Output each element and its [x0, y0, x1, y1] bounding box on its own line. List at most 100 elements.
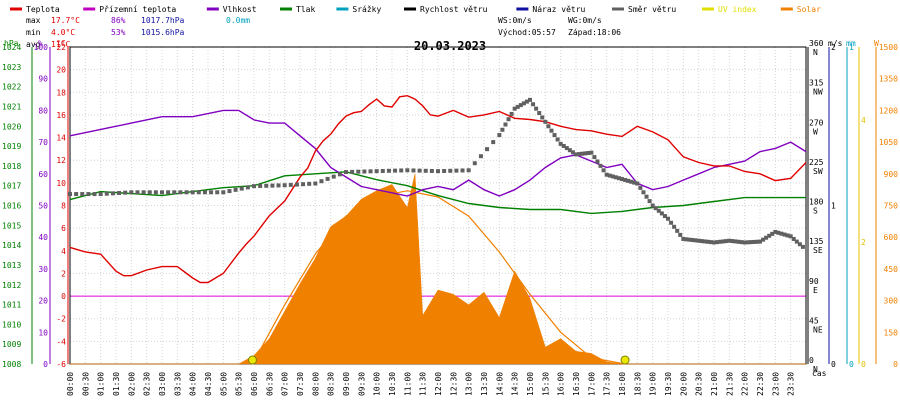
tick-dir-label: SW — [813, 167, 823, 176]
wind-dir-point — [350, 169, 355, 174]
series-solar-theoretical — [251, 190, 626, 365]
wind-dir-point — [491, 140, 496, 145]
tick-time: 11:30 — [419, 372, 428, 396]
chart-date-title: 20.03.2023 — [414, 39, 486, 53]
tick-hpa: 1012 — [2, 281, 21, 290]
tick-dir-label: N — [813, 365, 818, 374]
legend-label-3: Tlak — [296, 5, 315, 14]
wind-dir-point — [202, 190, 207, 195]
tick-hpa: 1016 — [2, 202, 21, 211]
tick-time: 21:30 — [725, 372, 734, 396]
tick-pct: 90 — [38, 75, 48, 84]
wind-dir-point — [331, 174, 336, 179]
wind-dir-point — [546, 124, 551, 129]
wind-dir-point — [307, 181, 312, 186]
wind-dir-point — [761, 237, 766, 242]
tick-uv: 4 — [861, 116, 866, 125]
wind-dir-point — [460, 168, 465, 173]
wind-dir-point — [515, 104, 520, 109]
wind-dir-point — [659, 211, 664, 216]
wind-dir-point — [656, 208, 661, 213]
stats-min-temp: 4.0°C — [51, 28, 75, 37]
wind-dir-point — [135, 190, 140, 195]
wind-dir-point — [543, 119, 548, 124]
tick-dir-label: W — [813, 127, 818, 136]
axis-title-degc: °C — [56, 39, 66, 48]
tick-time: 10:30 — [388, 372, 397, 396]
legend-label-0: Teplota — [26, 5, 60, 14]
wind-dir-point — [503, 122, 508, 127]
wind-dir-point — [282, 183, 287, 188]
axis-title-w: W — [874, 39, 879, 48]
tick-pct: 50 — [38, 202, 48, 211]
tick-time: 07:30 — [296, 372, 305, 396]
wind-dir-point — [629, 179, 634, 184]
legend-label-6: Náraz větru — [532, 5, 585, 14]
tick-time: 19:30 — [664, 372, 673, 396]
series-vlhkost — [69, 109, 807, 197]
wind-dir-point — [344, 170, 348, 175]
tick-time: 11:00 — [403, 372, 412, 396]
wind-dir-point — [68, 192, 72, 197]
tick-hpa: 1023 — [2, 63, 21, 72]
wind-dir-point — [616, 176, 621, 181]
sunrise: Východ:05:57 — [498, 28, 556, 37]
wind-dir-point — [537, 111, 542, 116]
tick-solar: 1500 — [879, 43, 898, 52]
tick-solar: 300 — [884, 297, 899, 306]
wind-dir-point — [653, 206, 658, 211]
axis-title-time: čas — [812, 368, 827, 378]
wind-dir-point — [561, 143, 566, 148]
tick-dir-deg: 45 — [809, 316, 819, 325]
wind-dir-point — [442, 168, 447, 173]
tick-time: 08:00 — [311, 372, 320, 396]
wind-dir-point — [733, 239, 738, 244]
wind-dir-point — [509, 111, 514, 116]
wind-dir-point — [549, 128, 554, 133]
axis-title-mm: mm — [846, 39, 856, 48]
wind-dir-point — [86, 192, 91, 197]
wind-dir-point — [294, 182, 299, 187]
tick-degc: -2 — [56, 315, 66, 324]
wind-dir-point — [129, 190, 134, 195]
wind-dir-point — [540, 115, 545, 120]
tick-time: 18:30 — [633, 372, 642, 396]
wind-dir-point — [528, 97, 532, 102]
tick-time: 19:00 — [649, 372, 658, 396]
wind-dir-point — [393, 168, 398, 173]
tick-time: 17:00 — [587, 372, 596, 396]
tick-time: 17:30 — [603, 372, 612, 396]
tick-hpa: 1011 — [2, 301, 21, 310]
wind-dir-point — [712, 240, 716, 245]
tick-time: 02:30 — [143, 372, 152, 396]
tick-time: 14:30 — [511, 372, 520, 396]
wind-dir-point — [721, 239, 726, 244]
wind-dir-point — [239, 186, 244, 191]
wind-dir-point — [524, 99, 529, 104]
tick-dir-deg: 270 — [809, 118, 824, 127]
wind-dir-point — [436, 169, 440, 174]
wind-dir-point — [506, 117, 511, 122]
wind-dir-point — [773, 229, 778, 234]
wind-dir-point — [485, 147, 490, 152]
tick-solar: 1350 — [879, 75, 898, 84]
wind-dir-point — [497, 133, 502, 138]
tick-degc: 18 — [56, 88, 66, 97]
tick-degc: 2 — [61, 269, 66, 278]
tick-time: 06:30 — [265, 372, 274, 396]
wind-dir-point — [669, 220, 674, 225]
tick-time: 00:30 — [81, 372, 90, 396]
wind-dir-point — [500, 127, 505, 132]
wind-dir-point — [764, 235, 769, 240]
wind-dir-point — [423, 168, 428, 173]
wind-dir-point — [770, 231, 775, 236]
wind-dir-point — [797, 242, 802, 247]
wind-dir-point — [356, 169, 361, 174]
tick-dir-label: N — [813, 48, 818, 57]
wind-dir-point — [399, 168, 404, 173]
tick-time: 13:00 — [465, 372, 474, 396]
wind-dir-point — [607, 173, 612, 178]
tick-pct: 70 — [38, 138, 48, 147]
tick-time: 16:00 — [557, 372, 566, 396]
